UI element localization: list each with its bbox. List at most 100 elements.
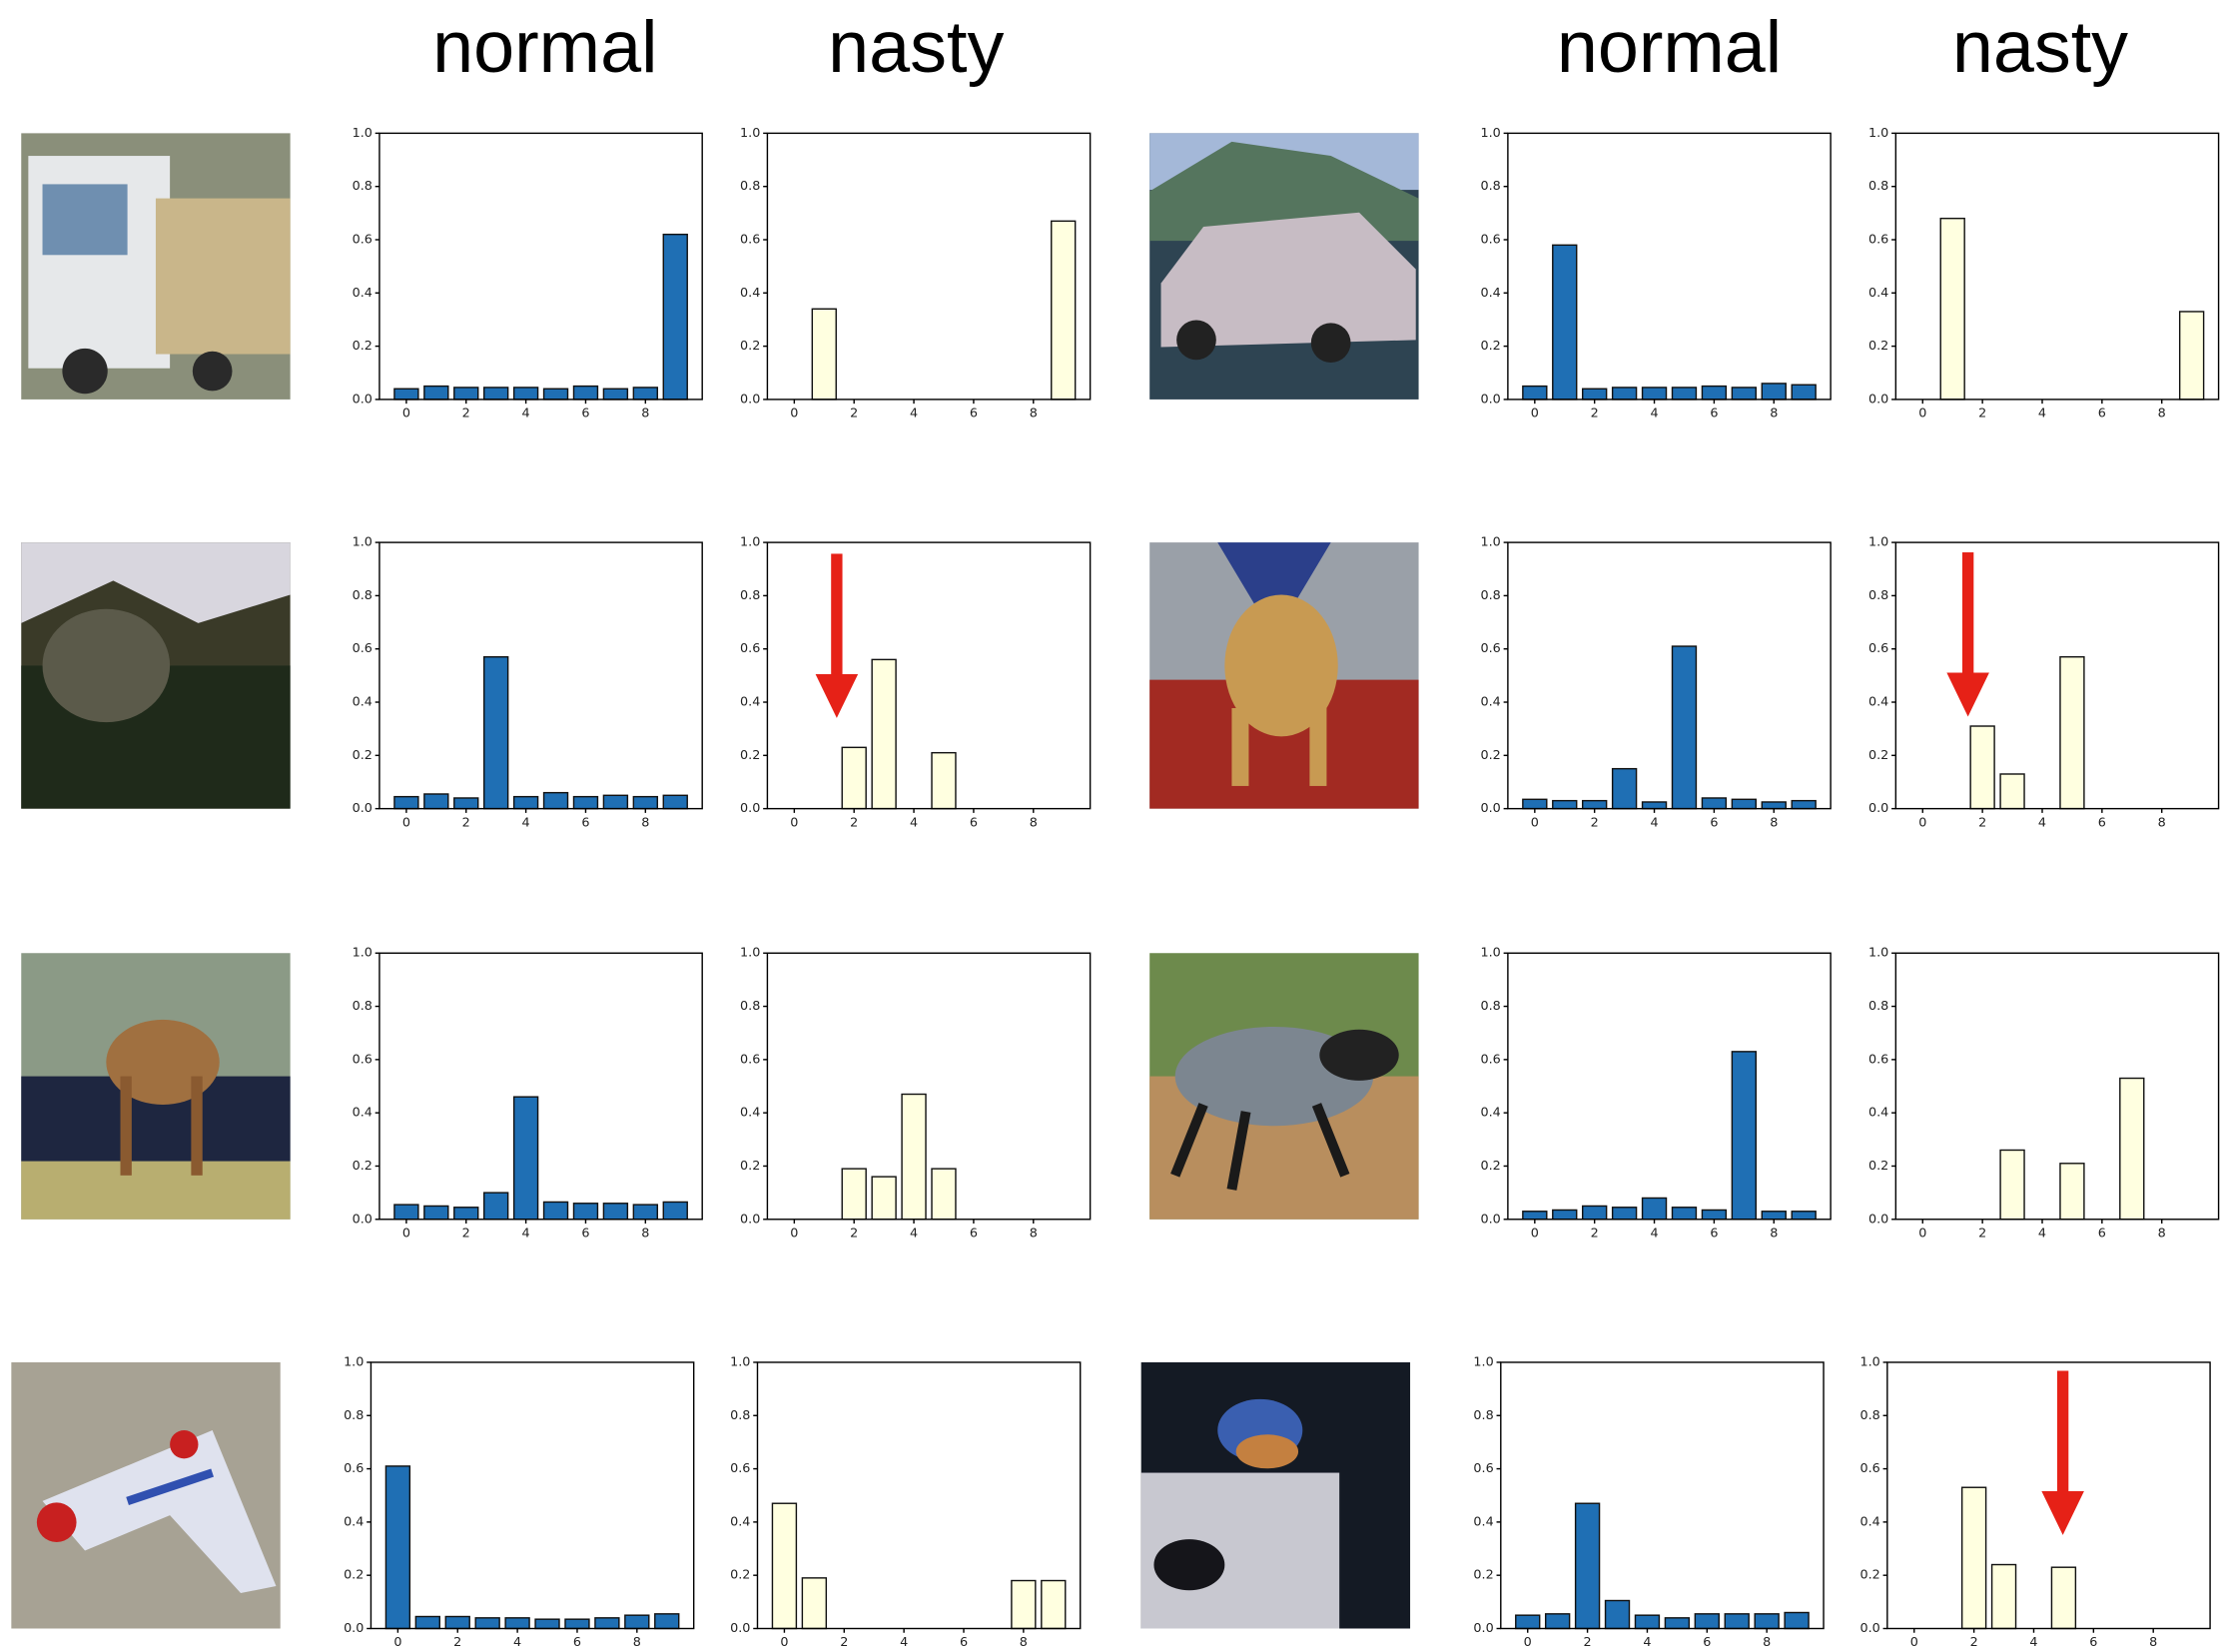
annotation-arrow (2041, 1370, 2084, 1534)
y-tick-label: 0.2 (1859, 1568, 1879, 1583)
y-tick-label: 1.0 (1481, 535, 1501, 550)
x-tick-label: 2 (1591, 815, 1599, 830)
y-tick-label: 0.8 (1868, 588, 1888, 603)
bar (1042, 1581, 1066, 1629)
y-tick-label: 1.0 (740, 535, 760, 550)
bar (663, 235, 687, 400)
x-tick-label: 2 (453, 1635, 461, 1650)
y-tick-label: 0.0 (1868, 392, 1888, 407)
y-tick-label: 0.4 (353, 1106, 372, 1121)
annotation-arrow (816, 553, 859, 717)
y-tick-label: 0.6 (1868, 1052, 1888, 1067)
y-tick-label: 0.8 (1481, 179, 1501, 194)
bar (1725, 1614, 1749, 1629)
x-tick-label: 4 (522, 1226, 530, 1240)
bar (535, 1619, 559, 1628)
bar (1702, 387, 1726, 400)
bar (454, 1208, 478, 1220)
y-tick-label: 1.0 (353, 535, 372, 550)
bar (812, 309, 836, 400)
x-tick-label: 8 (1770, 1226, 1778, 1240)
y-tick-label: 0.2 (740, 1159, 760, 1174)
x-tick-label: 4 (1650, 407, 1658, 421)
x-tick-label: 0 (1918, 815, 1926, 830)
bar (1940, 219, 1964, 400)
x-tick-label: 0 (790, 1226, 798, 1240)
y-tick-label: 1.0 (740, 126, 760, 141)
bar (1792, 1212, 1816, 1220)
sample-image (11, 1362, 280, 1629)
column-header: nasty (828, 5, 1004, 88)
plot-frame (379, 133, 702, 400)
y-tick-label: 0.4 (1473, 1514, 1493, 1529)
x-tick-label: 0 (1918, 1226, 1926, 1240)
y-tick-label: 0.8 (1481, 999, 1501, 1014)
bar (1523, 799, 1547, 808)
x-tick-label: 0 (790, 407, 798, 421)
y-tick-label: 0.0 (1473, 1621, 1493, 1636)
bar (1012, 1581, 1036, 1629)
x-tick-label: 4 (2038, 407, 2046, 421)
y-tick-label: 0.6 (353, 232, 372, 247)
sample-image (1149, 953, 1418, 1220)
y-tick-label: 0.6 (353, 641, 372, 656)
bar (1762, 802, 1786, 809)
x-tick-label: 4 (1650, 815, 1658, 830)
plot-frame (1501, 1362, 1824, 1629)
column-header: normal (432, 5, 657, 88)
y-tick-label: 0.8 (1473, 1408, 1493, 1423)
bar (633, 388, 657, 400)
column-header: nasty (1952, 5, 2128, 88)
y-tick-label: 0.4 (353, 695, 372, 710)
bar (514, 797, 538, 809)
x-tick-label: 6 (1703, 1635, 1711, 1650)
y-tick-label: 0.2 (730, 1568, 750, 1583)
x-tick-label: 0 (1531, 815, 1539, 830)
x-tick-label: 6 (2098, 1226, 2106, 1240)
bar (2060, 1164, 2084, 1220)
bar (633, 1205, 657, 1220)
x-tick-label: 2 (1591, 1226, 1599, 1240)
x-tick-label: 6 (581, 815, 589, 830)
y-tick-label: 0.4 (1859, 1514, 1879, 1529)
y-tick-label: 0.8 (1868, 999, 1888, 1014)
bar (1052, 221, 1076, 400)
x-tick-label: 4 (900, 1635, 908, 1650)
bar (454, 798, 478, 809)
y-tick-label: 0.0 (1481, 392, 1501, 407)
bar (1992, 1565, 2016, 1629)
bar (1613, 388, 1637, 400)
x-tick-label: 8 (641, 1226, 649, 1240)
sample-image (1149, 542, 1418, 809)
x-tick-label: 2 (850, 407, 858, 421)
bar (424, 387, 448, 400)
bar (484, 1193, 508, 1220)
bar (573, 1204, 597, 1220)
x-tick-label: 8 (1763, 1635, 1771, 1650)
bar (603, 389, 627, 400)
x-tick-label: 2 (1970, 1635, 1978, 1650)
x-tick-label: 6 (970, 815, 978, 830)
bar (394, 389, 418, 400)
bar (1553, 1210, 1577, 1219)
y-tick-label: 0.2 (1868, 748, 1888, 763)
bar (544, 389, 568, 400)
bar (663, 795, 687, 808)
x-tick-label: 2 (462, 1226, 470, 1240)
bar (445, 1617, 469, 1629)
bar (2051, 1567, 2075, 1628)
y-tick-label: 0.6 (740, 641, 760, 656)
x-tick-label: 4 (522, 407, 530, 421)
y-tick-label: 1.0 (740, 946, 760, 961)
x-tick-label: 8 (1020, 1635, 1028, 1650)
x-tick-label: 2 (1978, 1226, 1986, 1240)
bar (842, 747, 866, 808)
y-tick-label: 0.4 (740, 695, 760, 710)
y-tick-label: 0.4 (1868, 695, 1888, 710)
y-tick-label: 0.0 (353, 801, 372, 816)
y-tick-label: 1.0 (1481, 946, 1501, 961)
bar (514, 388, 538, 400)
bar (544, 793, 568, 809)
x-tick-label: 0 (1910, 1635, 1918, 1650)
bar (573, 387, 597, 400)
